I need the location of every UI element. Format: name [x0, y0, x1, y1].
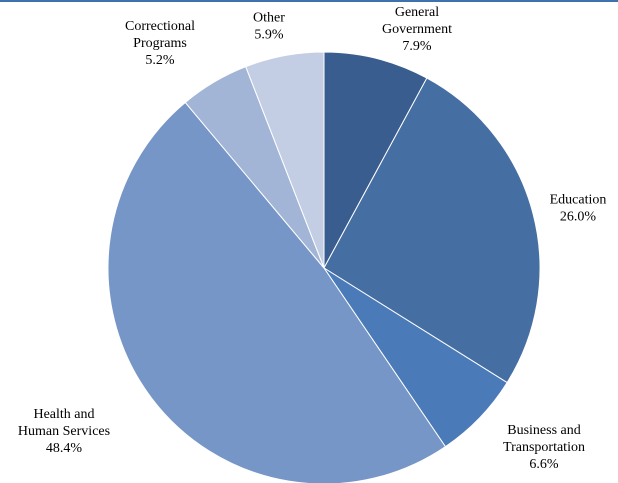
slice-category-label: Correctional — [125, 19, 195, 34]
slice-value-label: 5.2% — [145, 53, 175, 68]
pie-slice-health-and-human-services — [107, 101, 447, 483]
pie-slices — [107, 51, 541, 483]
pie-slice-general-government — [323, 51, 428, 269]
slice-category-label: Other — [253, 11, 285, 26]
pie-slice-education — [323, 77, 541, 384]
slice-category-label: Government — [382, 22, 452, 37]
slice-value-label: 6.6% — [529, 457, 559, 472]
slice-label-correctional-programs: Correctional Programs 5.2% — [125, 19, 195, 68]
slice-category-label: Health and — [33, 407, 94, 422]
slice-label-education: Education 26.0% — [550, 193, 607, 225]
slice-category-label: Transportation — [503, 440, 585, 455]
slice-label-other: Other 5.9% — [253, 11, 285, 43]
pie-slice-other — [245, 51, 325, 269]
slice-value-label: 26.0% — [560, 210, 597, 225]
slice-category-label: Programs — [133, 36, 187, 51]
pie-labels: General Government 7.9% Education 26.0% Busin… — [18, 5, 606, 472]
slice-value-label: 48.4% — [46, 441, 83, 456]
slice-category-label: General — [395, 5, 439, 20]
slice-label-business-and-transportation: Business and Transportation 6.6% — [503, 423, 585, 472]
slice-value-label: 5.9% — [254, 28, 284, 43]
slice-value-label: 7.9% — [402, 39, 432, 54]
slice-category-label: Human Services — [18, 424, 110, 439]
slice-label-general-government: General Government 7.9% — [382, 5, 452, 54]
slice-category-label: Business and — [507, 423, 581, 438]
slice-category-label: Education — [550, 193, 607, 208]
slice-label-health-and-human-services: Health and Human Services 48.4% — [18, 407, 110, 456]
